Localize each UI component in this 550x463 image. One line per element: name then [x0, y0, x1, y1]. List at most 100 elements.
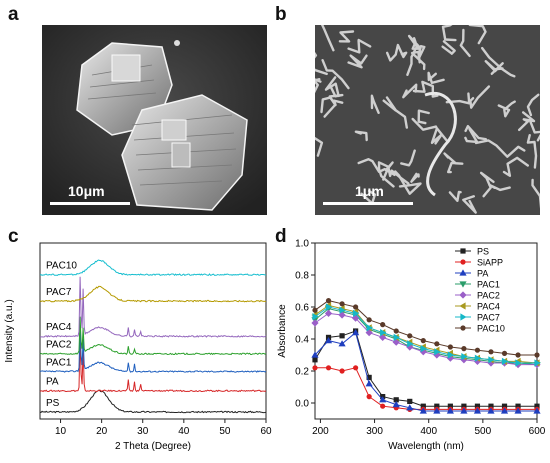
point-PA-14: [500, 407, 509, 414]
series-line-PAC10: [39, 259, 267, 277]
panel-a-letter: a: [8, 4, 19, 25]
point-PAC10-5: [380, 322, 386, 328]
point-PAC7-15: [515, 359, 522, 367]
point-PAC7-4: [366, 324, 373, 332]
point-PAC10-13: [488, 349, 494, 355]
x-tick-label-d-500: 500: [475, 426, 492, 437]
point-PAC10-2: [339, 301, 345, 307]
point-PAC10-8: [420, 338, 426, 344]
point-PS-7: [407, 398, 413, 404]
series-line-PA: [39, 338, 267, 393]
series-line-PAC4: [40, 276, 267, 338]
sem-image-a: 10μm: [42, 25, 267, 215]
point-PAC10-9: [434, 341, 440, 347]
x-axis-label-c: 2 Theta (Degree): [115, 441, 191, 452]
chart-d-uv-vis: 200 300 400 500 600 0.0 0.2 0.4 0.6 0.8 1.0 Wavelen…: [277, 239, 546, 453]
point-PAC2-5: [379, 333, 387, 341]
point-PS-13: [488, 403, 494, 409]
point-PAC7-7: [407, 340, 414, 348]
legend-marker-SiAPP: [460, 259, 466, 265]
point-PA-12: [473, 407, 482, 414]
point-PA-8: [419, 407, 427, 414]
chart-c-xrd: 10 20 30 40 50 60 2 Theta (Degree) Intensity (a…: [4, 242, 272, 452]
x-axis-label-d: Wavelength (nm): [388, 441, 464, 452]
legend-marker-PAC7: [460, 313, 467, 321]
series-label-PAC1: PAC1: [46, 357, 72, 368]
point-PAC7-8: [420, 345, 427, 353]
legend-label-PAC2: PAC2: [477, 291, 500, 301]
y-axis-label-c: Intensity (a.u.): [4, 299, 15, 362]
x-tick-label-d-200: 200: [312, 426, 329, 437]
legend-marker-PS: [460, 248, 466, 254]
series-label-PAC2: PAC2: [46, 340, 72, 351]
y-tick-label-d-1: 1.0: [295, 239, 309, 250]
point-PS-9: [434, 403, 440, 409]
legend-marker-PAC1: [459, 281, 467, 288]
point-PAC7-10: [447, 351, 454, 359]
point-PAC2-12: [473, 357, 482, 365]
point-PS-12: [474, 403, 481, 409]
point-PA-15: [514, 407, 522, 414]
point-PAC10-14: [501, 350, 508, 356]
point-PAC10-15: [515, 352, 521, 358]
point-SiAPP-0: [312, 365, 318, 371]
scale-bar-label-b: 1μm: [355, 183, 384, 199]
point-PAC7-5: [380, 329, 387, 337]
point-PA-0: [311, 351, 319, 358]
point-PA-16: [533, 407, 541, 414]
point-PAC10-16: [534, 352, 540, 358]
point-PA-5: [379, 396, 387, 403]
series-line-PAC7: [39, 285, 267, 303]
point-PS-11: [461, 403, 467, 409]
series-line-SiAPP: [315, 367, 537, 410]
panel-d-letter: d: [275, 226, 287, 247]
point-PAC7-11: [461, 353, 468, 361]
point-PAC7-16: [534, 359, 541, 367]
x-tick-label-d-300: 300: [366, 426, 383, 437]
legend-label-PS: PS: [477, 247, 489, 257]
series-line-PS: [39, 389, 267, 414]
point-PS-8: [420, 403, 426, 409]
x-tick-label-d-400: 400: [420, 426, 437, 437]
series-line-PS: [314, 330, 537, 407]
legend-label-PAC1: PAC1: [477, 280, 500, 290]
point-SiAPP-5: [380, 403, 386, 409]
legend-marker-PAC4: [459, 302, 466, 310]
point-PA-6: [392, 401, 400, 408]
y-tick-label-d-0: 0.0: [295, 399, 309, 410]
point-PA-3: [352, 329, 360, 336]
point-PS-2: [339, 333, 345, 339]
y-tick-label-d-0.8: 0.8: [295, 271, 309, 282]
series-label-PS: PS: [46, 398, 60, 409]
x-tick-label-c-40: 40: [178, 426, 190, 437]
point-PAC2-2: [338, 311, 346, 319]
point-PAC7-1: [325, 303, 333, 311]
y-axis-label-d: Absorbance: [277, 304, 288, 358]
legend-marker-PAC2: [459, 291, 467, 299]
y-tick-label-d-0.2: 0.2: [295, 367, 309, 378]
legend-label-PAC4: PAC4: [477, 302, 500, 312]
point-PAC10-6: [393, 328, 399, 334]
x-tick-label-c-20: 20: [96, 426, 108, 437]
point-PAC7-9: [434, 348, 441, 356]
point-PAC10-7: [407, 333, 413, 339]
point-PA-9: [433, 407, 441, 414]
point-PAC10-0: [312, 307, 318, 313]
legend-label-PA: PA: [477, 269, 488, 279]
point-PAC7-2: [339, 306, 346, 314]
series-label-PAC10: PAC10: [46, 261, 77, 272]
series-line-PAC1: [314, 308, 538, 366]
legend-label-SiAPP: SiAPP: [477, 258, 503, 268]
point-PAC7-6: [393, 333, 400, 341]
point-PS-15: [515, 403, 521, 409]
point-PS-4: [366, 374, 372, 380]
point-PA-11: [460, 407, 468, 414]
legend-label-PAC10: PAC10: [477, 324, 505, 334]
plot-frame-c: [39, 242, 267, 420]
x-tick-label-c-30: 30: [137, 426, 149, 437]
point-PS-10: [447, 403, 453, 409]
point-PAC7-3: [353, 309, 360, 317]
point-PAC7-0: [312, 313, 319, 321]
point-PAC10-11: [461, 346, 467, 352]
point-PAC10-3: [353, 304, 359, 310]
